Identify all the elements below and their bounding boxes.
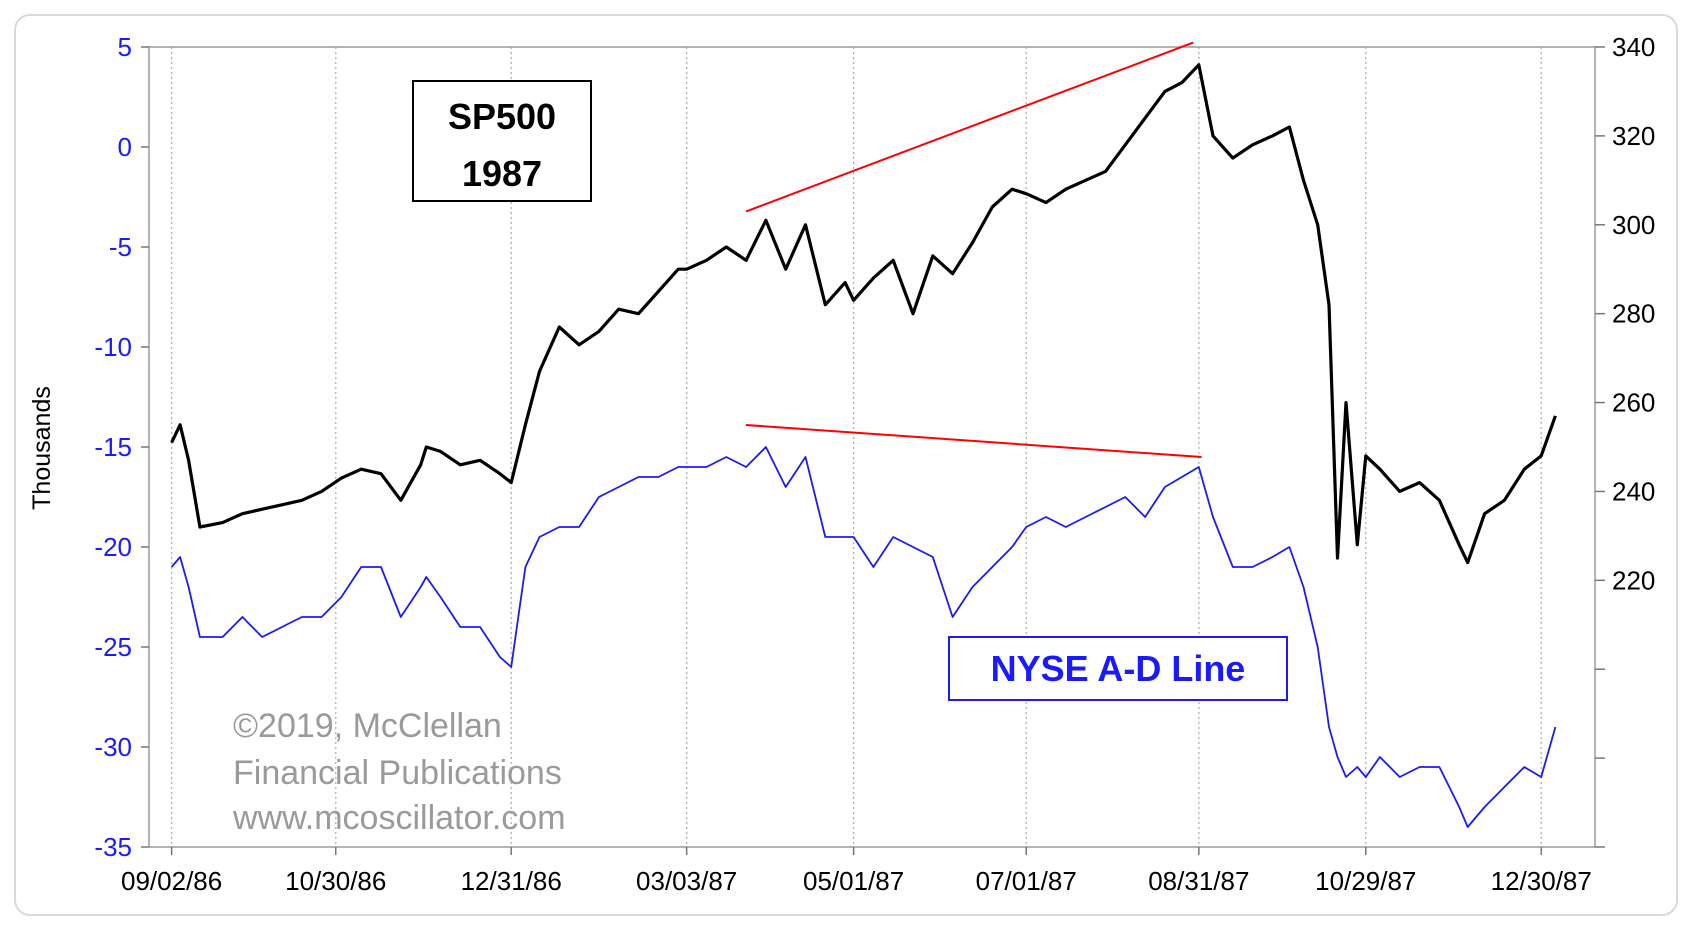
ad-trend-line — [746, 424, 1202, 458]
right-tick-label: 280 — [1612, 299, 1655, 329]
left-tick-label: -10 — [94, 332, 132, 362]
left-tick-label: -15 — [94, 432, 132, 462]
left-tick-label: -5 — [109, 232, 132, 262]
sp500-line — [170, 63, 1557, 565]
x-tick-label: 09/02/86 — [121, 866, 222, 896]
ad-line — [170, 446, 1557, 828]
x-tick-label: 08/31/87 — [1148, 866, 1249, 896]
copyright-line-1: ©2019, McClellan — [233, 707, 502, 745]
copyright-notice: ©2019, McClellan Financial Publications … — [232, 707, 566, 837]
trend-lines — [745, 41, 1202, 458]
x-tick-label: 10/30/86 — [285, 866, 386, 896]
right-tick-label: 300 — [1612, 210, 1655, 240]
x-tick-label: 03/03/87 — [636, 866, 737, 896]
right-tick-label: 320 — [1612, 121, 1655, 151]
left-tick-label: -20 — [94, 532, 132, 562]
right-tick-label: 260 — [1612, 388, 1655, 418]
left-tick-label: -30 — [94, 732, 132, 762]
series-layer — [170, 63, 1557, 828]
x-tick-label: 10/29/87 — [1315, 866, 1416, 896]
left-axis: 5 0 -5 -10 -15 -20 -25 -30 -35 — [94, 32, 149, 862]
x-tick-label: 12/30/87 — [1491, 866, 1592, 896]
vertical-gridlines — [170, 47, 1542, 847]
left-tick-label: -25 — [94, 632, 132, 662]
left-tick-label: 0 — [118, 132, 132, 162]
left-axis-label: Thousands — [28, 386, 56, 510]
right-tick-label: 340 — [1612, 32, 1655, 62]
right-tick-label: 240 — [1612, 476, 1655, 506]
title-line-2: 1987 — [462, 153, 542, 194]
x-tick-label: 05/01/87 — [803, 866, 904, 896]
title-box-border — [412, 80, 592, 202]
title-box: SP500 1987 — [412, 80, 592, 202]
right-tick-label: 220 — [1612, 565, 1655, 595]
ad-line-label: NYSE A-D Line — [991, 648, 1246, 689]
title-line-1: SP500 — [448, 96, 556, 137]
x-tick-label: 07/01/87 — [976, 866, 1077, 896]
sp500-trend-line — [745, 41, 1194, 213]
left-tick-label: 5 — [118, 32, 132, 62]
copyright-line-3: www.mcoscillator.com — [232, 799, 566, 837]
x-tick-label: 12/31/86 — [461, 866, 562, 896]
left-tick-label: -35 — [94, 832, 132, 862]
ad-line-label-border — [948, 636, 1288, 701]
copyright-line-2: Financial Publications — [233, 754, 562, 792]
x-axis: 09/02/86 10/30/86 12/31/86 03/03/87 05/01/87… — [121, 847, 1592, 896]
right-axis: 340 320 300 280 260 240 220 — [1595, 32, 1655, 848]
ad-line-label-box: NYSE A-D Line — [948, 636, 1288, 701]
chart-frame — [14, 14, 1678, 916]
